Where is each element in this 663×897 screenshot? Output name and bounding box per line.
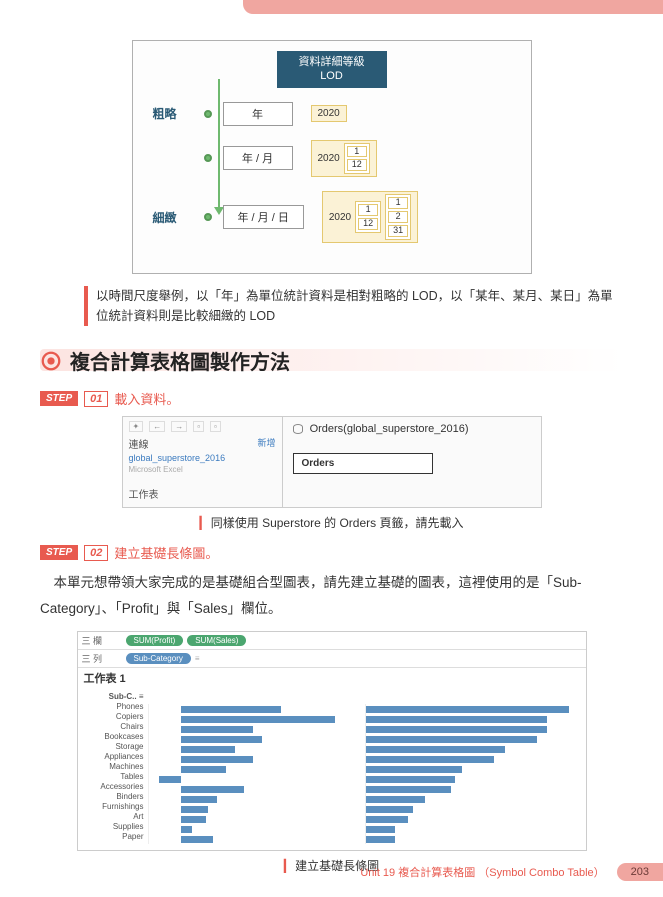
category-label: Paper: [84, 832, 144, 842]
category-label: Copiers: [84, 712, 144, 722]
ds-connection-label: 連線: [129, 440, 149, 451]
section-heading: 複合計算表格圖製作方法: [40, 346, 623, 375]
category-label: Art: [84, 812, 144, 822]
columns-shelf[interactable]: 三 欄 SUM(Profit) SUM(Sales): [78, 632, 586, 650]
step-badge: STEP: [40, 391, 78, 406]
ds-sheet-box[interactable]: Orders: [293, 453, 433, 474]
category-label: Storage: [84, 742, 144, 752]
rows-shelf[interactable]: 三 列 Sub-Category ≡: [78, 650, 586, 668]
ds-toolbar[interactable]: ✦ ← → ▫ ▫: [129, 421, 276, 432]
forward-icon[interactable]: →: [171, 421, 187, 432]
profit-bars: [148, 704, 363, 844]
datasource-icon: [293, 424, 303, 434]
ds-connection-name[interactable]: global_superstore_2016: [129, 453, 276, 463]
category-label: Appliances: [84, 752, 144, 762]
pill-subcategory[interactable]: Sub-Category: [126, 653, 191, 664]
lod-sample-day: 2020 112 1231: [322, 191, 418, 243]
category-axis: Sub-C.. ≡ PhonesCopiersChairsBookcasesSt…: [84, 692, 148, 844]
lod-granule-month: 年 / 月: [223, 146, 293, 170]
bar-chart-panel: 三 欄 SUM(Profit) SUM(Sales) 三 列 Sub-Categ…: [77, 631, 587, 851]
pill-sales[interactable]: SUM(Sales): [187, 635, 246, 646]
step-01: STEP 01 載入資料。: [40, 389, 623, 408]
step-num: 01: [84, 391, 108, 407]
step-02: STEP 02 建立基礎長條圖。: [40, 543, 623, 562]
lod-granule-day: 年 / 月 / 日: [223, 205, 304, 229]
lod-caption: 以時間尺度舉例，以「年」為單位統計資料是相對粗略的 LOD，以「某年、某月、某日…: [84, 286, 623, 326]
lod-diagram: 資料詳細等級 LOD 粗略 年 2020 年 / 月 2020 112 細緻 年…: [132, 40, 532, 274]
ds-caption: 同樣使用 Superstore 的 Orders 頁籤，請先載入: [40, 514, 623, 531]
page-footer: Unit 19 複合計算表格圖 （Symbol Combo Table） 203: [360, 863, 663, 881]
step2-paragraph: 本單元想帶領大家完成的是基礎組合型圖表，請先建立基礎的圖表，這裡使用的是「Sub…: [40, 570, 623, 621]
category-label: Machines: [84, 762, 144, 772]
section-title: 複合計算表格圖製作方法: [70, 346, 290, 375]
top-banner: [243, 0, 663, 14]
back-icon[interactable]: ←: [149, 421, 165, 432]
save-icon[interactable]: ▫: [193, 421, 204, 432]
lod-coarse-label: 粗略: [153, 105, 193, 122]
step-text: 載入資料。: [114, 389, 179, 408]
ds-add-link[interactable]: 新增: [257, 436, 275, 449]
lod-granule-year: 年: [223, 102, 293, 126]
footer-page-number: 203: [617, 863, 663, 881]
lod-sample-year: 2020: [311, 105, 347, 122]
worksheet-title: 工作表 1: [78, 668, 586, 688]
category-label: Phones: [84, 702, 144, 712]
export-icon[interactable]: ▫: [210, 421, 221, 432]
category-label: Tables: [84, 772, 144, 782]
ds-title: Orders(global_superstore_2016): [293, 423, 531, 435]
pill-profit[interactable]: SUM(Profit): [126, 635, 184, 646]
footer-unit: Unit 19 複合計算表格圖 （Symbol Combo Table）: [360, 864, 604, 880]
category-label: Supplies: [84, 822, 144, 832]
category-label: Binders: [84, 792, 144, 802]
data-source-panel: ✦ ← → ▫ ▫ 連線 新增 global_superstore_2016 M…: [122, 416, 542, 508]
ds-connection-type: Microsoft Excel: [129, 465, 276, 474]
pin-icon: [40, 350, 62, 372]
category-label: Accessories: [84, 782, 144, 792]
lod-fine-label: 細緻: [153, 209, 193, 226]
category-label: Bookcases: [84, 732, 144, 742]
category-label: Furnishings: [84, 802, 144, 812]
category-label: Chairs: [84, 722, 144, 732]
sales-bars: [365, 704, 580, 844]
lod-sample-month: 2020 112: [311, 140, 377, 178]
ds-worksheet-label: 工作表: [129, 486, 276, 501]
sort-icon[interactable]: ≡: [195, 654, 200, 663]
lod-header: 資料詳細等級 LOD: [277, 51, 387, 88]
tableau-logo-icon: ✦: [129, 421, 144, 432]
